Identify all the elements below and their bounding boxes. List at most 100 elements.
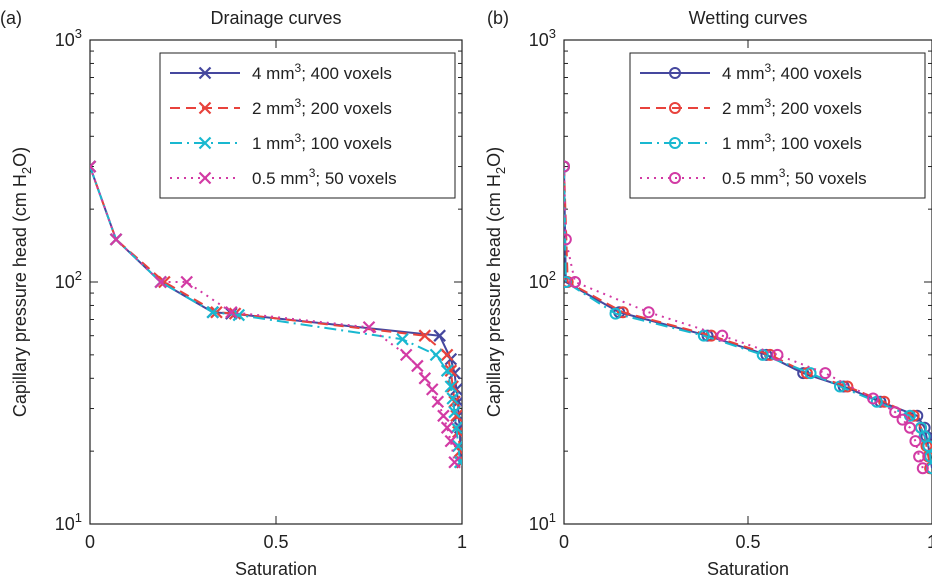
y-tick-label: 103	[529, 26, 556, 50]
data-point	[800, 367, 813, 380]
data-point	[232, 308, 246, 322]
y-tick-label: 102	[55, 268, 82, 292]
data-point	[924, 450, 932, 463]
data-point	[90, 160, 97, 173]
data-point	[444, 434, 458, 448]
plot-area	[90, 160, 462, 469]
data-point	[448, 455, 461, 469]
data-point	[804, 367, 817, 380]
y-tick-label: 101	[529, 510, 556, 534]
series-1	[564, 160, 932, 475]
legend-marker	[669, 137, 681, 149]
data-point	[362, 320, 376, 334]
data-point	[609, 307, 622, 320]
data-point	[913, 450, 926, 463]
series-3	[90, 160, 462, 469]
legend-marker	[198, 66, 212, 80]
legend-entry: 4 mm3; 400 voxels	[722, 61, 862, 83]
data-point	[867, 392, 880, 405]
x-axis-label: Saturation	[235, 559, 317, 579]
data-point	[180, 275, 193, 289]
series-2	[90, 160, 462, 469]
data-point	[760, 348, 773, 361]
legend-entry: 2 mm3; 200 voxels	[722, 96, 862, 118]
data-point	[399, 348, 413, 362]
data-point	[616, 306, 629, 319]
x-tick-label: 1	[927, 532, 932, 552]
data-point	[896, 413, 909, 426]
data-point	[440, 421, 454, 434]
data-point	[396, 332, 409, 346]
series-line	[90, 166, 456, 463]
series-3	[564, 160, 932, 475]
x-tick-label: 0	[559, 532, 569, 552]
legend-entry: 0.5 mm3; 50 voxels	[252, 166, 397, 188]
legend-marker	[198, 171, 212, 185]
legend-entry: 1 mm3; 100 voxels	[722, 131, 862, 153]
series-4	[564, 160, 929, 475]
data-point	[206, 305, 220, 319]
legend: 4 mm3; 400 voxels 2 mm3; 200 voxels 1 mm3;…	[159, 52, 456, 199]
data-point	[916, 462, 929, 475]
data-point	[154, 275, 167, 289]
data-point	[878, 395, 891, 408]
x-tick-label: 0.5	[735, 532, 760, 552]
data-point	[453, 455, 462, 469]
series-4	[90, 160, 461, 469]
series-1	[90, 160, 462, 469]
data-point	[433, 329, 446, 342]
panel-label: (b)	[487, 8, 509, 28]
data-point	[870, 395, 883, 408]
series-line	[564, 166, 932, 469]
data-point	[450, 421, 462, 434]
legend-marker	[669, 102, 681, 114]
data-point	[425, 383, 439, 396]
y-tick-label: 102	[529, 268, 556, 292]
data-point	[418, 372, 432, 385]
data-point	[642, 306, 655, 319]
y-axis-label: Capillary pressure head (cm H2O)	[10, 147, 34, 417]
data-point	[411, 359, 424, 373]
chart-panel-2: 101 102 103 0 0.5 1 Wetting curves (b) Saturatio…	[484, 8, 932, 579]
data-point	[569, 276, 582, 288]
data-point	[716, 329, 729, 342]
data-point	[418, 329, 432, 342]
legend-entry: 1 mm3; 100 voxels	[252, 131, 392, 153]
data-point	[903, 421, 916, 434]
series-line	[90, 166, 462, 463]
chart-title: Drainage curves	[210, 8, 341, 28]
series-line	[90, 166, 462, 463]
legend-marker	[669, 172, 681, 184]
legend-entry: 2 mm3; 200 voxels	[252, 96, 392, 118]
data-point	[437, 409, 450, 423]
x-tick-label: 0	[85, 532, 95, 552]
y-tick-label: 103	[55, 26, 82, 50]
data-point	[564, 160, 570, 173]
x-axis-label: Saturation	[707, 559, 789, 579]
data-point	[819, 367, 832, 380]
data-point	[909, 435, 922, 448]
data-point	[448, 405, 461, 419]
data-point	[440, 348, 454, 362]
data-point	[771, 348, 784, 361]
legend-marker	[198, 101, 212, 115]
y-tick-label: 101	[55, 510, 82, 534]
data-point	[440, 364, 454, 377]
legend: 4 mm3; 400 voxels 2 mm3; 200 voxels 1 mm3;…	[629, 52, 926, 199]
data-point	[228, 307, 242, 320]
y-axis-label: Capillary pressure head (cm H2O)	[484, 147, 508, 417]
data-point	[450, 409, 462, 423]
legend-marker	[198, 136, 212, 150]
chart-title: Wetting curves	[689, 8, 808, 28]
data-point	[109, 233, 123, 246]
data-point	[446, 392, 459, 405]
data-point	[564, 233, 572, 246]
data-point	[697, 329, 710, 342]
legend-entry: 4 mm3; 400 voxels	[252, 61, 392, 83]
x-tick-label: 0.5	[263, 532, 288, 552]
series-line	[90, 166, 462, 463]
data-point	[431, 395, 445, 409]
data-point	[889, 406, 902, 419]
series-2	[564, 160, 932, 475]
